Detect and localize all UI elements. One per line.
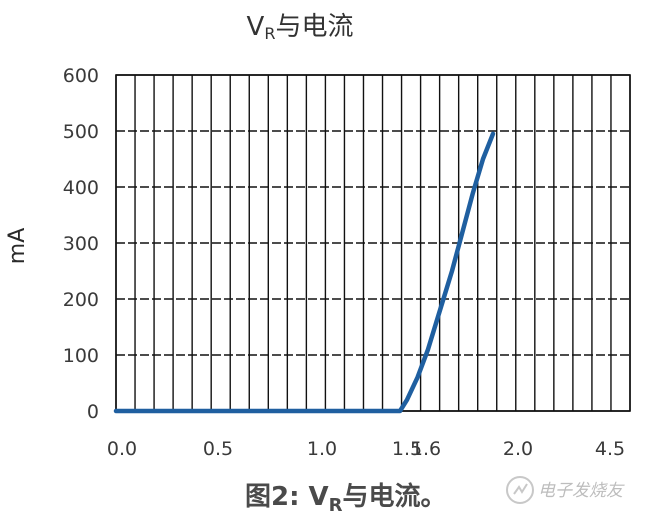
- x-axis-ticks: 0.0 0.5 1.0 1.51.6 2.0 4.5: [107, 438, 625, 460]
- figure-caption: 图2: VR与电流。: [245, 482, 447, 516]
- y-axis-ticks: 0 100 200 300 400 500 600: [63, 65, 99, 423]
- y-axis-label: mA: [5, 228, 30, 264]
- x-tick-label: 2.0: [503, 438, 533, 460]
- x-tick-label: 4.5: [595, 438, 625, 460]
- x-tick-label: 1.6: [411, 438, 441, 460]
- x-tick-label: 0.5: [203, 438, 233, 460]
- watermark-text: 电子发烧友: [538, 481, 625, 501]
- series-layer: [113, 131, 496, 414]
- y-tick-label: 600: [63, 65, 99, 87]
- watermark: 电子发烧友: [506, 476, 625, 504]
- y-tick-label: 0: [87, 401, 99, 423]
- x-tick-label: 0.0: [107, 438, 137, 460]
- y-tick-label: 200: [63, 289, 99, 311]
- grid: [115, 74, 631, 412]
- x-tick-label: 1.5: [392, 438, 422, 460]
- y-tick-label: 500: [63, 121, 99, 143]
- y-tick-label: 300: [63, 233, 99, 255]
- x-tick-label: 1.0: [307, 438, 337, 460]
- y-tick-label: 400: [63, 177, 99, 199]
- chart-title: VR与电流: [247, 12, 354, 43]
- y-tick-label: 100: [63, 345, 99, 367]
- watermark-logo-icon: [506, 476, 534, 504]
- series-line: [113, 131, 496, 414]
